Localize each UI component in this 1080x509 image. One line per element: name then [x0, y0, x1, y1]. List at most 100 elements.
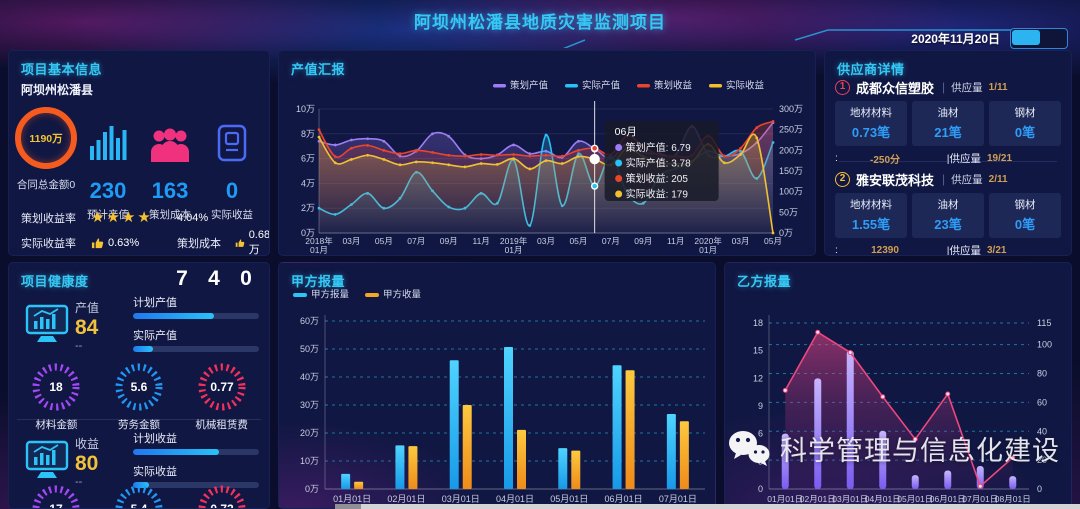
- svg-text:06月01日: 06月01日: [930, 494, 966, 504]
- separator: |: [942, 80, 946, 94]
- output-health-block: 产值 84 -- 计划产值 实际产值: [19, 293, 259, 357]
- svg-text:3: 3: [758, 456, 763, 466]
- svg-text:10万: 10万: [296, 104, 315, 114]
- oil-box[interactable]: 油材 23笔: [912, 193, 984, 238]
- row-value: 0.63%: [108, 237, 140, 249]
- svg-text:300万: 300万: [779, 104, 803, 114]
- party-b-chart[interactable]: 18 15 12 9 6 3 0 115 100 80 60 40 20 0 01月01日02月01日03月…: [725, 263, 1072, 509]
- svg-text:11月: 11月: [667, 236, 684, 246]
- svg-text:05月: 05月: [764, 236, 782, 246]
- gauge-row-2: 17 材料金额 5.4 劳务金额 0.72 机械租赁费: [15, 481, 263, 509]
- stat-label: 策划成本: [149, 209, 191, 221]
- oil-box[interactable]: 油材 21笔: [912, 101, 984, 146]
- gauge-row-1: 18 材料金额 5.6 劳务金额 0.77 机械租赁费: [15, 359, 263, 432]
- output-report-chart[interactable]: 10万8万6万4万2万0万300万250万200万150万100万50万0万20…: [279, 51, 816, 256]
- supplier-name: 成都众信塑胶: [856, 80, 935, 96]
- svg-text:05月: 05月: [569, 236, 587, 246]
- counter-digit: 7: [176, 267, 188, 290]
- date-toggle[interactable]: [1010, 28, 1068, 49]
- row-label: 实际成本: [21, 254, 91, 255]
- svg-text:实际收益: 179: 实际收益: 179: [626, 188, 689, 201]
- svg-text:11月: 11月: [472, 236, 489, 246]
- svg-text:100万: 100万: [779, 187, 803, 197]
- supply-value: 2/11: [988, 173, 1008, 185]
- svg-text:01月01日: 01月01日: [333, 494, 371, 504]
- supplier-panel: 供应商详情 1 成都众信塑胶 | 供应量 1/11 地材材料 0.73笔 油材 …: [824, 50, 1072, 256]
- svg-text:03月: 03月: [537, 236, 555, 246]
- svg-text:100: 100: [1037, 340, 1052, 350]
- horizontal-scrollbar[interactable]: [335, 504, 1080, 509]
- material-gauge: 17 材料金额: [18, 481, 94, 509]
- stat-label: 合同总金额0: [16, 179, 76, 191]
- machine-gauge: 0.77 机械租赁费: [184, 359, 260, 432]
- svg-text:03月: 03月: [732, 236, 750, 246]
- svg-text:0万: 0万: [301, 228, 315, 238]
- party-a-chart[interactable]: 60万 50万 40万 30万 20万 10万 0万 01月01日 02月01日 03月01日 04…: [279, 263, 716, 509]
- contract-ring-icon: 1190万: [15, 107, 77, 169]
- counter-digit: 0: [240, 267, 252, 290]
- svg-text:甲方收量: 甲方收量: [383, 289, 422, 301]
- supply-label: 供应量: [951, 81, 983, 94]
- actual-output-bar: 实际产值: [133, 327, 259, 352]
- svg-text:12: 12: [753, 373, 763, 383]
- profit-health-block: 收益 80 -- 计划收益 实际收益: [19, 429, 259, 493]
- material-box[interactable]: 地材材料 1.55笔: [835, 193, 907, 238]
- party-a-panel: 甲方报量 60万 50万 40万 30万 20万 10万 0万 01月01日 02月01日 03月…: [278, 262, 716, 509]
- stat-planned-cost: 163 策划成本: [139, 99, 201, 223]
- machine-gauge: 0.72 机械租赁费: [184, 481, 260, 508]
- svg-text:5.6: 5.6: [131, 380, 148, 394]
- material-box[interactable]: 地材材料 0.73笔: [835, 101, 907, 146]
- row-value: 0.68万: [248, 229, 270, 256]
- planned-output-bar: 计划产值: [133, 294, 259, 319]
- health-title: 项目健康度: [21, 274, 89, 289]
- svg-text:04月01日: 04月01日: [865, 494, 901, 504]
- stat-label: 预计产值: [87, 209, 129, 221]
- svg-text:18: 18: [753, 318, 763, 328]
- supplier-title: 供应商详情: [837, 62, 905, 77]
- steel-box[interactable]: 钢材 0笔: [989, 101, 1061, 146]
- svg-text:18: 18: [50, 380, 64, 394]
- svg-text:0.77: 0.77: [210, 380, 234, 394]
- svg-text:9: 9: [758, 401, 763, 411]
- supplier-item[interactable]: 1 成都众信塑胶 | 供应量 1/11 地材材料 0.73笔 油材 21笔 钢材…: [835, 77, 1061, 168]
- stat-label: 实际收益: [211, 209, 253, 221]
- svg-text:07月01日: 07月01日: [962, 494, 998, 504]
- svg-text:实际收益: 实际收益: [726, 80, 765, 92]
- party-a-title: 甲方报量: [291, 274, 346, 289]
- row-label: 实际收益率: [21, 238, 76, 250]
- svg-text:2万: 2万: [301, 203, 315, 213]
- stat-value: 230: [89, 178, 127, 203]
- stat-row: 1190万 合同总金额0 230 预计产值: [15, 99, 263, 223]
- health-counter: 7 4 0: [171, 267, 257, 291]
- party-a-legend[interactable]: 甲方报量 甲方收量: [293, 289, 422, 301]
- svg-text:17: 17: [50, 502, 64, 509]
- svg-text:05月: 05月: [375, 236, 393, 246]
- svg-text:08月01日: 08月01日: [995, 494, 1031, 504]
- divider: [17, 419, 261, 420]
- svg-text:0万: 0万: [779, 228, 793, 238]
- svg-text:09月: 09月: [634, 236, 652, 246]
- svg-text:6: 6: [758, 429, 763, 439]
- actual-profit-bar: 实际收益: [133, 463, 259, 488]
- svg-text:实际产值: 实际产值: [582, 80, 621, 92]
- svg-text:03月: 03月: [342, 236, 360, 246]
- svg-text:07月: 07月: [407, 236, 425, 246]
- monitor-chart-icon: [25, 304, 69, 342]
- svg-text:80: 80: [1037, 369, 1047, 379]
- svg-text:07月01日: 07月01日: [659, 494, 697, 504]
- party-b-panel: 乙方报量 18 15 12 9 6 3 0 115 100 80 60 40 20 0 01月01日 02月0…: [724, 262, 1072, 509]
- output-legend[interactable]: 策划产值 实际产值 策划收益 实际收益: [493, 80, 765, 92]
- svg-text:03月01日: 03月01日: [442, 494, 480, 504]
- supplier-item[interactable]: 2 雅安联茂科技 | 供应量 2/11 地材材料 1.55笔 油材 23笔 钢材…: [835, 169, 1061, 255]
- svg-text:40: 40: [1037, 426, 1047, 436]
- toggle-knob[interactable]: [1012, 30, 1040, 45]
- steel-box[interactable]: 钢材 0笔: [989, 193, 1061, 238]
- planned-profit-bar: 计划收益: [133, 430, 259, 455]
- block-value: 84: [75, 315, 99, 339]
- svg-text:40万: 40万: [300, 372, 319, 382]
- stat-contract-total: 1190万 合同总金额0: [15, 99, 77, 223]
- scrollbar-thumb[interactable]: [335, 504, 361, 509]
